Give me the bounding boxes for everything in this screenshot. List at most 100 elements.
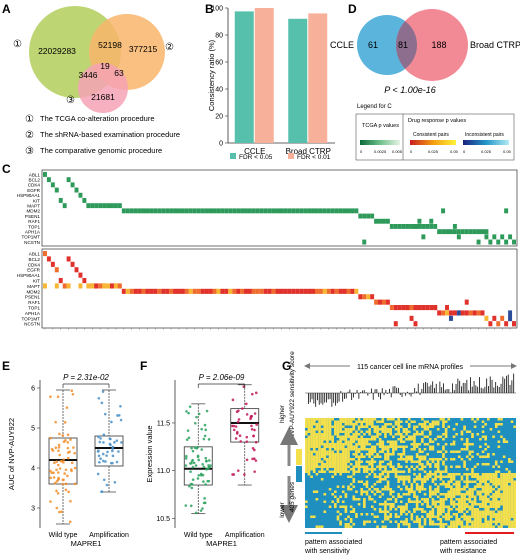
heat-cell-top: [295, 208, 300, 214]
heatmap-cell: [399, 425, 403, 428]
heat-cell-bottom: [94, 283, 99, 289]
heatmap-cell: [326, 425, 329, 428]
heatmap-cell: [339, 428, 342, 431]
heat-cell-bottom: [413, 321, 418, 327]
heatmap-cell: [460, 515, 464, 518]
heatmap-cell: [357, 450, 361, 453]
heatmap-cell: [513, 473, 516, 476]
heat-cell-top: [370, 213, 375, 219]
consistent-gradient-bar: [410, 140, 456, 145]
heatmap-cell: [365, 480, 369, 483]
heatmap-cell: [442, 448, 445, 451]
heatmap-cell: [434, 438, 437, 441]
data-point: [254, 440, 258, 444]
heat-cell-bottom: [149, 288, 154, 294]
data-point: [196, 445, 199, 449]
heatmap-cell: [421, 463, 424, 466]
score-bar: [486, 378, 488, 393]
heatmap-cell: [320, 440, 324, 443]
data-point: [57, 443, 61, 447]
heatmap-cell: [436, 423, 440, 426]
heatmap-cell: [455, 483, 458, 486]
heatmap-cell: [381, 430, 385, 433]
heatmap-cell: [326, 465, 329, 468]
heatmap-cell: [418, 508, 422, 511]
heatmap-cell: [331, 460, 335, 463]
heatmap-cell: [428, 495, 432, 498]
heatmap-cell: [481, 485, 485, 488]
heatmap-cell: [355, 460, 358, 463]
heatmap-cell: [492, 475, 495, 478]
heatmap-cell: [318, 425, 321, 428]
heatmap-cell: [357, 425, 361, 428]
heatmap-cell: [431, 445, 435, 448]
heatmap-cell: [360, 480, 364, 483]
heatmap-cell: [434, 488, 437, 491]
heatmap-cell: [486, 508, 490, 511]
heatmap-cell: [310, 418, 313, 421]
data-point: [186, 429, 190, 432]
heatmap-cell: [510, 483, 514, 486]
gene-label-bottom: CDK4: [28, 262, 41, 267]
heatmap-cell: [492, 480, 495, 483]
heatmap-cell: [360, 453, 364, 456]
venn-a-only1: 22029283: [38, 46, 76, 56]
heatmap-cell: [476, 525, 480, 528]
heatmap-cell: [497, 500, 501, 503]
heatmap-cell: [389, 488, 393, 491]
heatmap-cell: [352, 468, 356, 471]
heatmap-cell: [386, 448, 390, 451]
heatmap-cell: [428, 488, 432, 491]
legend-c: Legend for C TCGA p values 0 0.0025 0.00…: [355, 104, 515, 161]
heatmap-cell: [421, 503, 424, 506]
heatmap-cell: [386, 450, 390, 453]
heat-cell-bottom: [307, 288, 312, 294]
higher-label: higher: [279, 404, 286, 423]
heat-cell-bottom: [208, 288, 213, 294]
heatmap-cell: [389, 465, 393, 468]
heatmap-cell: [460, 433, 464, 436]
heatmap-cell: [370, 470, 374, 473]
heatmap-cell: [344, 463, 348, 466]
heatmap-cell: [392, 470, 395, 473]
heat-cell-top: [133, 208, 138, 214]
heatmap-cell: [318, 438, 321, 441]
heatmap-cell: [510, 490, 514, 493]
heatmap-cell: [452, 440, 456, 443]
heatmap-cell: [508, 500, 511, 503]
score-bar: [318, 393, 320, 405]
score-bar: [506, 375, 507, 393]
heatmap-cell: [476, 463, 480, 466]
heat-cell-bottom: [484, 315, 489, 321]
y-tick-label: 10.5: [156, 516, 170, 523]
heatmap-cell: [341, 465, 345, 468]
category-label: Amplification: [225, 532, 265, 539]
score-bar: [482, 388, 484, 393]
heat-cell-top: [330, 208, 335, 214]
legend-text-2: The shRNA-based examination procedure: [40, 130, 180, 139]
heatmap-cell: [455, 473, 458, 476]
heatmap-cell: [415, 475, 419, 478]
score-bar: [457, 378, 459, 393]
heatmap-cell: [349, 520, 353, 523]
data-point: [234, 437, 238, 440]
heatmap-cell: [415, 453, 419, 456]
heatmap-cell: [331, 463, 335, 466]
heatmap-cell: [347, 448, 350, 451]
heatmap-cell: [413, 495, 416, 498]
heat-cell-bottom: [413, 305, 418, 311]
heatmap-cell: [378, 495, 382, 498]
heatmap-cell: [344, 450, 348, 453]
gene-label-top: MAPT: [27, 204, 40, 209]
heatmap-cell: [341, 505, 345, 508]
heatmap-cell: [363, 465, 366, 468]
heatmap-cell: [349, 435, 353, 438]
heatmap-cell: [450, 525, 453, 528]
heatmap-cell: [457, 485, 461, 488]
heat-cell-top: [476, 229, 481, 235]
heat-cell-bottom: [362, 294, 367, 300]
heatmap-cell: [402, 510, 406, 513]
heatmap-cell: [492, 465, 495, 468]
heatmap-cell: [479, 513, 482, 516]
heatmap-cell: [481, 498, 485, 501]
